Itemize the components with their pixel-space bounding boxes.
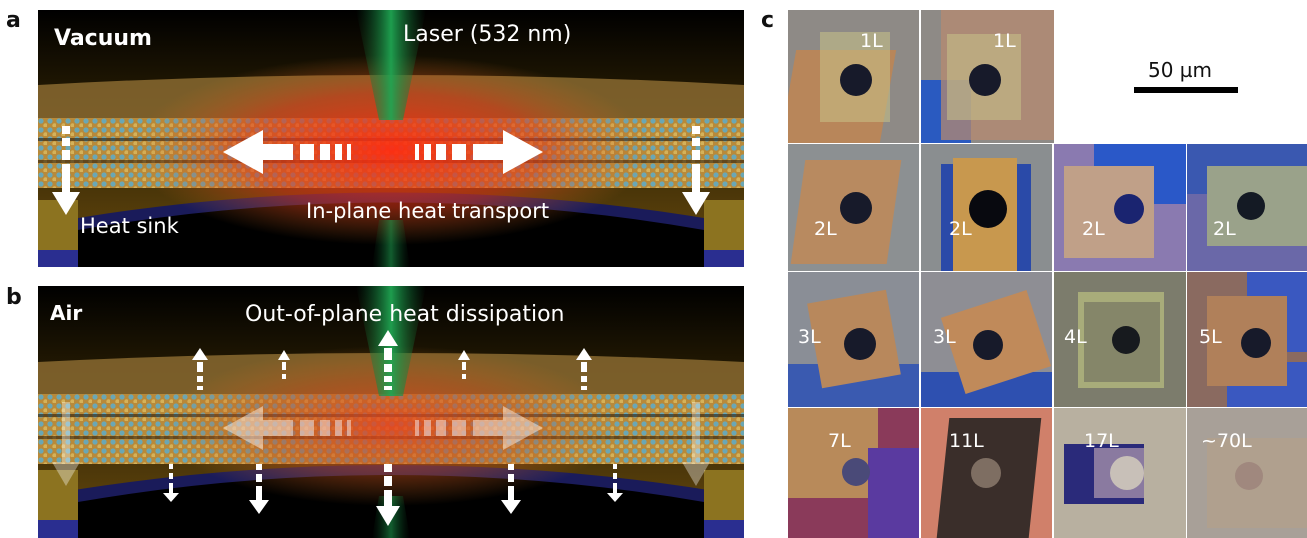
- out-of-plane-label: Out-of-plane heat dissipation: [245, 302, 565, 327]
- scale-bar-label: 50 µm: [1148, 58, 1213, 82]
- panel-a-letter: a: [6, 8, 21, 33]
- micrograph-tile-1L-b: 1L: [921, 10, 1054, 143]
- micrograph-tile-7L: 7L: [788, 408, 919, 538]
- micrograph-tile-4L: 4L: [1054, 272, 1186, 407]
- micrograph-tile-2L-b: 2L: [921, 144, 1052, 271]
- micrograph-tile-2L-a: 2L: [788, 144, 919, 271]
- micrograph-tile-3L-a: 3L: [788, 272, 919, 407]
- heat-sink-arrows: [52, 126, 710, 215]
- panel-a-condition: Vacuum: [54, 26, 152, 51]
- in-plane-label: In-plane heat transport: [306, 199, 550, 223]
- up-arrows: [192, 330, 592, 390]
- panel-c-letter: c: [761, 8, 775, 33]
- panel-b-condition: Air: [50, 301, 83, 325]
- micrograph-tile-11L: 11L: [921, 408, 1052, 538]
- panel-a-illustration: Vacuum Laser (532 nm) Heat sink In-plane…: [38, 10, 744, 267]
- micrograph-tile-3L-b: 3L: [921, 272, 1052, 407]
- micrograph-tile-70L: ~70L: [1187, 408, 1307, 538]
- micrograph-tile-2L-d: 2L: [1187, 144, 1307, 271]
- micrograph-tile-5L: 5L: [1187, 272, 1307, 407]
- faded-in-plane-arrows: [223, 406, 543, 450]
- micrograph-tile-2L-c: 2L: [1054, 144, 1186, 271]
- micrograph-tile-1L-a: 1L: [788, 10, 919, 143]
- panel-b-letter: b: [6, 285, 22, 310]
- scale-bar: [1134, 87, 1238, 93]
- faded-sink-arrows: [52, 402, 710, 486]
- micrograph-tile-17L: 17L: [1054, 408, 1186, 538]
- panel-b-illustration: Air Out-of-plane heat dissipation: [38, 286, 744, 538]
- panel-b-scene: [38, 286, 744, 538]
- laser-label: Laser (532 nm): [403, 22, 572, 47]
- panel-a-scene: [38, 10, 744, 267]
- heat-sink-label: Heat sink: [80, 214, 179, 238]
- in-plane-arrows: [223, 130, 543, 174]
- down-arrows: [163, 464, 623, 526]
